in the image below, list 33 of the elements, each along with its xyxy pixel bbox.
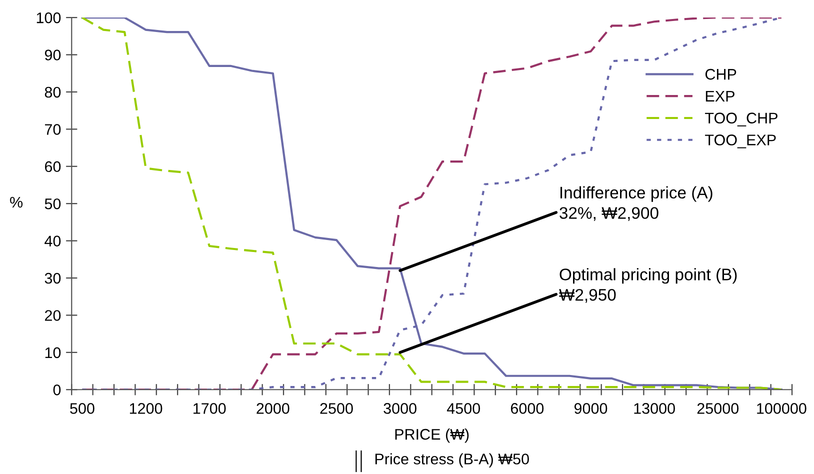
x-tick-label: 3000 [384, 403, 416, 414]
text: Price stress (B-A) ₩50 [375, 453, 529, 468]
y-tick-label: 60 [45, 161, 61, 172]
y-tick-label: 90 [44, 50, 61, 60]
line-series [81, 18, 782, 390]
y-tick-label: 0 [53, 384, 61, 396]
y-axis-title: % [10, 196, 23, 208]
x-tick-label: 9000 [574, 403, 608, 414]
y-tick-label: 80 [44, 86, 61, 98]
x-tick-label: 13000 [634, 403, 675, 414]
y-tick-label: 20 [44, 310, 61, 321]
x-tick-label: 1700 [194, 403, 226, 414]
legend-label: TOO_CHP [705, 112, 778, 126]
x-tick-label: 2500 [320, 403, 353, 414]
x-tick-label: 1200 [130, 403, 162, 414]
y-tick-label: 50 [44, 198, 61, 210]
y-tick-label: 30 [44, 272, 61, 284]
x-axis-title: PRICE (₩) [395, 428, 469, 443]
x-tick-label: 500 [70, 403, 94, 414]
y-tick-label: 70 [45, 124, 61, 135]
x-tick-label: 6000 [510, 403, 544, 414]
x-tick-label: 2000 [256, 403, 290, 414]
annotation: Indifference price (A) 32%, ₩2,900 [560, 186, 712, 221]
annotation: Optimal pricing point (B) ₩2,950 [559, 268, 737, 303]
legend-label: TOO_EXP [705, 134, 776, 148]
x-tick-label: 25000 [697, 403, 739, 414]
legend-label: EXP [706, 90, 734, 102]
y-tick-label: 40 [44, 236, 61, 246]
x-tick-label: 4500 [446, 403, 480, 414]
y-tick-label: 100 [36, 12, 61, 24]
x-tick-label: 100000 [757, 403, 806, 414]
y-tick-label: 10 [45, 347, 61, 358]
legend-label: CHP [705, 68, 736, 80]
